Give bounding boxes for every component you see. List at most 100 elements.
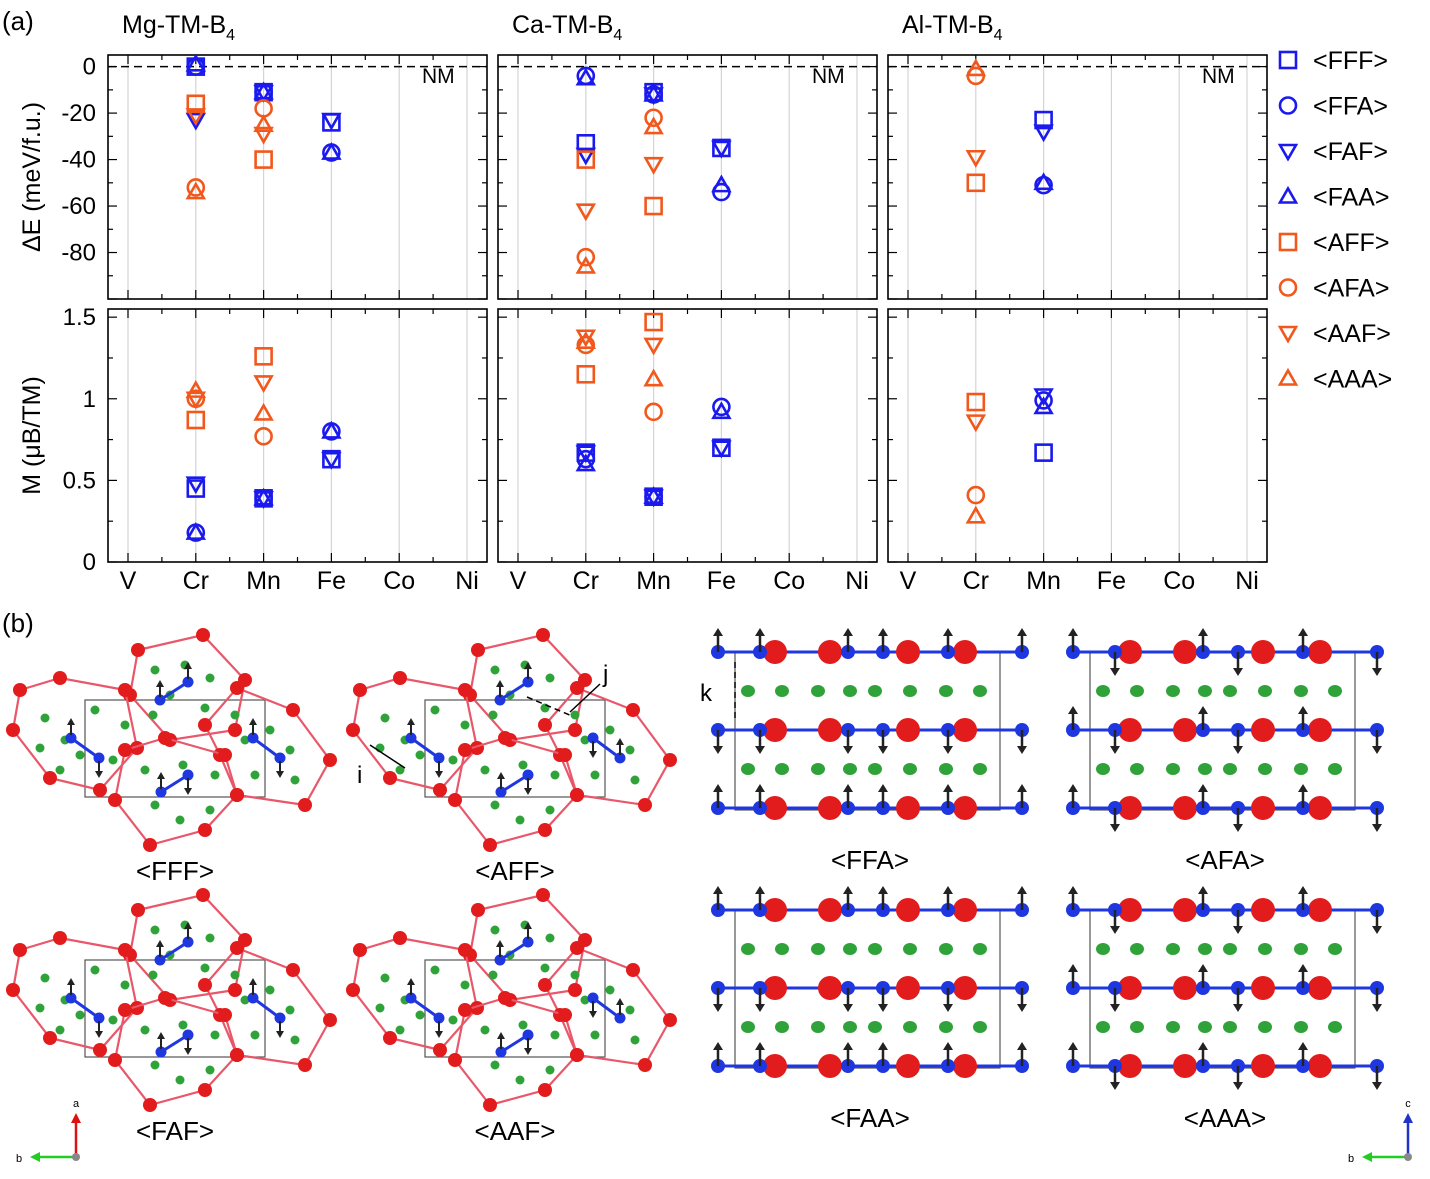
green-atom bbox=[90, 705, 100, 715]
red-atom bbox=[93, 1043, 107, 1057]
axis-label: b bbox=[16, 1153, 22, 1165]
cage-outline bbox=[113, 736, 239, 847]
structure-label: <AFA> bbox=[1185, 845, 1265, 875]
blue-atom bbox=[274, 752, 286, 764]
red-atom bbox=[1308, 796, 1332, 820]
green-atom bbox=[939, 1021, 953, 1033]
x-tick-label: Ni bbox=[1235, 567, 1259, 595]
green-atom bbox=[380, 713, 390, 723]
red-atom bbox=[538, 718, 552, 732]
green-atom bbox=[205, 933, 215, 943]
green-atom bbox=[903, 943, 917, 955]
spin-arrowhead bbox=[1110, 668, 1120, 676]
y-tick-label: 1.5 bbox=[63, 304, 96, 331]
green-atom bbox=[811, 943, 825, 955]
spin-arrowhead bbox=[755, 784, 765, 792]
green-atom bbox=[210, 770, 220, 780]
moment-point bbox=[966, 392, 986, 412]
red-atom bbox=[570, 788, 584, 802]
green-atom bbox=[843, 943, 857, 955]
blue-atom bbox=[274, 1012, 286, 1024]
green-atom bbox=[973, 763, 987, 775]
red-atom bbox=[953, 718, 977, 742]
green-atom bbox=[150, 800, 160, 810]
spin-arrowhead bbox=[1372, 746, 1382, 754]
green-atom bbox=[939, 763, 953, 775]
green-atom bbox=[1198, 763, 1212, 775]
spin-arrowhead bbox=[1110, 824, 1120, 832]
energy-point bbox=[1033, 124, 1054, 143]
spin-arrowhead bbox=[755, 1004, 765, 1012]
energy-point bbox=[185, 108, 207, 127]
annotation-k: k bbox=[700, 680, 713, 707]
red-atom bbox=[896, 640, 920, 664]
green-atom bbox=[590, 770, 600, 780]
moment-point bbox=[965, 505, 987, 524]
spin-arrowhead bbox=[713, 1042, 723, 1050]
tm-bond bbox=[410, 996, 440, 1020]
moment-point bbox=[711, 440, 732, 459]
green-atom bbox=[488, 710, 498, 720]
energy-point bbox=[711, 174, 732, 193]
blue-atom bbox=[155, 786, 167, 798]
green-atom bbox=[1130, 1021, 1144, 1033]
red-atom bbox=[568, 983, 582, 997]
green-atom bbox=[1223, 685, 1237, 697]
green-atom bbox=[1166, 943, 1180, 955]
moment-point bbox=[1033, 388, 1054, 407]
red-atom bbox=[953, 898, 977, 922]
red-atom bbox=[118, 943, 132, 957]
energy-point bbox=[965, 149, 987, 168]
spin-arrowhead bbox=[1233, 1004, 1243, 1012]
green-atom bbox=[448, 755, 458, 765]
green-atom bbox=[460, 720, 470, 730]
blue-atom bbox=[614, 1012, 626, 1024]
moment-point bbox=[253, 487, 274, 506]
red-atom bbox=[93, 783, 107, 797]
green-atom bbox=[490, 925, 500, 935]
red-atom bbox=[953, 640, 977, 664]
red-atom bbox=[458, 943, 472, 957]
red-atom bbox=[953, 1054, 977, 1078]
blue-atom bbox=[405, 992, 417, 1004]
spin-arrowhead bbox=[943, 886, 953, 894]
green-atom bbox=[290, 775, 300, 785]
spin-arrowhead bbox=[1298, 628, 1308, 636]
tm-bond bbox=[252, 996, 281, 1020]
moment-point bbox=[644, 312, 663, 332]
red-atom bbox=[196, 628, 210, 642]
red-atom bbox=[298, 798, 312, 812]
spin-arrowhead bbox=[1298, 964, 1308, 972]
green-atom bbox=[605, 725, 615, 735]
red-atom bbox=[1251, 976, 1275, 1000]
spin-arrowhead bbox=[1198, 706, 1208, 714]
side-view-structure: <FFA> bbox=[711, 628, 1029, 875]
red-atom bbox=[298, 1058, 312, 1072]
energy-point bbox=[321, 112, 342, 131]
green-atom bbox=[240, 995, 250, 1005]
green-atom bbox=[903, 1021, 917, 1033]
green-atom bbox=[843, 763, 857, 775]
blue-atom bbox=[587, 732, 599, 744]
green-atom bbox=[490, 800, 500, 810]
red-atom bbox=[448, 1053, 462, 1067]
moment-point bbox=[253, 375, 274, 394]
green-atom bbox=[1294, 1021, 1308, 1033]
red-atom bbox=[568, 723, 582, 737]
green-atom bbox=[250, 770, 260, 780]
red-atom bbox=[383, 771, 397, 785]
tm-bond bbox=[70, 996, 100, 1020]
green-atom bbox=[868, 1021, 882, 1033]
blue-atom bbox=[182, 676, 194, 688]
cage-outline bbox=[468, 633, 587, 742]
energy-point bbox=[575, 67, 597, 86]
spin-arrowhead bbox=[713, 886, 723, 894]
red-atom bbox=[198, 823, 212, 837]
red-atom bbox=[230, 681, 244, 695]
y-tick-label: 1 bbox=[83, 386, 96, 413]
spin-arrowhead bbox=[276, 1031, 284, 1038]
red-atom bbox=[638, 798, 652, 812]
spin-arrowhead bbox=[1233, 824, 1243, 832]
y-tick-label: -60 bbox=[61, 193, 96, 220]
